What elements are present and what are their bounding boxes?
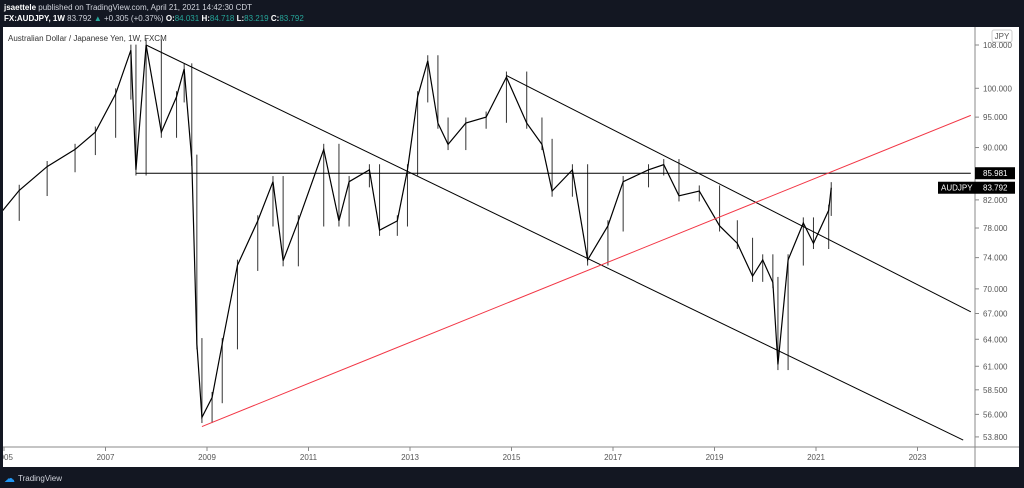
x-tick-label: 2021 [807,453,825,462]
chart-title: Australian Dollar / Japanese Yen, 1W, FX… [8,34,167,43]
y-tick-label: 82.000 [983,196,1008,205]
publisher[interactable]: jsaettele [4,3,37,12]
brand-name: TradingView [18,474,63,483]
publish-info: jsaettele published on TradingView.com, … [4,3,252,12]
x-tick-label: 2009 [198,453,216,462]
price-label-bg [975,167,1015,180]
chart-svg[interactable]: Australian Dollar / Japanese Yen, 1W, FX… [0,27,1019,467]
currency-box [991,29,1013,43]
change: +0.305 (+0.37%) [104,14,164,23]
y-tick-label: 56.000 [983,410,1008,419]
close-label: C: [270,14,280,23]
low-label: L: [236,14,245,23]
x-tick-label: 2015 [503,453,521,462]
y-tick-label: 70.000 [983,285,1008,294]
x-tick-label: 2017 [604,453,622,462]
y-tick-label: 108.000 [983,41,1012,50]
y-tick-label: 100.000 [983,84,1012,93]
open-value: 84.031 [174,14,200,23]
low-value: 83.219 [244,14,269,23]
cloud-icon: ☁ [4,473,15,485]
open-label: O: [165,14,175,23]
price-series-line [0,44,832,420]
y-tick-label: 58.500 [983,386,1008,395]
x-tick-label: 2019 [706,453,724,462]
up-arrow-icon: ▲ [93,14,102,23]
black-trendline [506,75,972,313]
high-value: 84.718 [209,14,235,23]
y-tick-label: 78.000 [983,224,1008,233]
last-price-label-bg [938,181,1015,194]
y-tick-label: 67.000 [983,310,1008,319]
symbol-label: AUDJPY [941,184,973,193]
red-trendline [201,114,971,428]
y-tick-label: 90.000 [983,144,1008,153]
last-price: 83.792 [67,14,92,23]
x-tick-label: 2011 [300,453,318,462]
y-tick-label: 74.000 [983,254,1008,263]
symbol: FX:AUDJPY, 1W [4,14,65,23]
y-tick-label: 61.000 [983,362,1008,371]
currency-label: JPY [995,32,1010,41]
x-tick-label: 2007 [97,453,115,462]
x-tick-label: 2005 [3,453,13,462]
black-trendline [145,44,964,441]
last-price-label: 83.792 [983,184,1008,193]
close-value: 83.792 [279,14,304,23]
y-tick-label: 53.800 [983,433,1008,442]
chart-panel[interactable]: Australian Dollar / Japanese Yen, 1W, FX… [0,27,1019,467]
y-tick-label: 95.000 [983,113,1008,122]
high-label: H: [201,14,210,23]
x-tick-label: 2023 [909,453,927,462]
symbol-info: FX:AUDJPY, 1W 83.792 ▲ +0.305 (+0.37%) O… [4,14,304,23]
published-text: published on TradingView.com, April 21, … [38,3,253,12]
y-tick-label: 64.000 [983,335,1008,344]
tradingview-logo[interactable]: ☁ TradingView [4,472,62,485]
x-tick-label: 2013 [401,453,419,462]
level-price-label: 85.981 [983,169,1008,178]
